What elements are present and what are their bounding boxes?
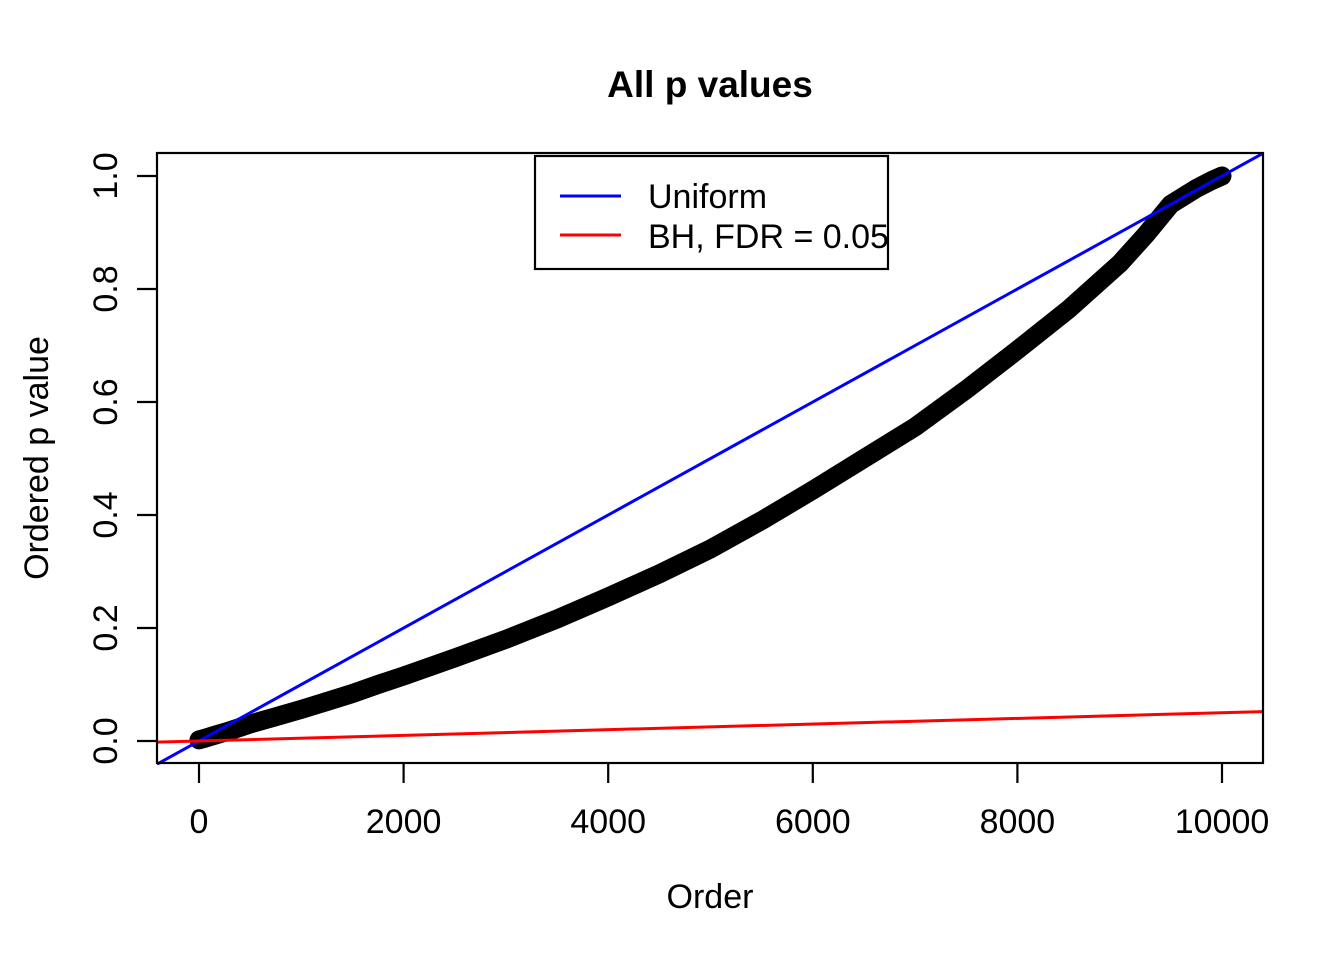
legend-uniform-label: Uniform <box>648 178 767 216</box>
y-tick-label: 1.0 <box>87 152 125 199</box>
chart-title: All p values <box>607 64 813 105</box>
x-tick-label: 6000 <box>775 803 851 841</box>
x-tick-label: 10000 <box>1175 803 1270 841</box>
legend: Uniform BH, FDR = 0.05 <box>533 154 890 271</box>
ordered-pvalues-curve <box>189 166 1232 750</box>
uniform-reference-line <box>156 152 1264 765</box>
y-tick-label: 0.6 <box>87 378 125 425</box>
x-tick-label: 8000 <box>980 803 1056 841</box>
plot-data-layer <box>156 152 1264 765</box>
y-tick-label: 0.4 <box>87 491 125 538</box>
plot-box <box>155 151 1265 765</box>
legend-box <box>533 154 890 271</box>
x-tick-label: 4000 <box>570 803 646 841</box>
y-axis-ticks: 0.0 0.2 0.4 0.6 0.8 1.0 <box>87 152 157 765</box>
x-axis-label: Order <box>667 878 754 916</box>
y-tick-label: 0.2 <box>87 604 125 651</box>
y-tick-label: 0.0 <box>87 717 125 764</box>
legend-bh-label: BH, FDR = 0.05 <box>648 218 889 256</box>
bh-threshold-line <box>156 710 1264 744</box>
y-tick-label: 0.8 <box>87 265 125 312</box>
x-axis-ticks: 0 2000 4000 6000 8000 10000 <box>190 763 1270 841</box>
y-axis-label: Ordered p value <box>18 336 56 580</box>
x-tick-label: 0 <box>190 803 209 841</box>
x-tick-label: 2000 <box>366 803 442 841</box>
